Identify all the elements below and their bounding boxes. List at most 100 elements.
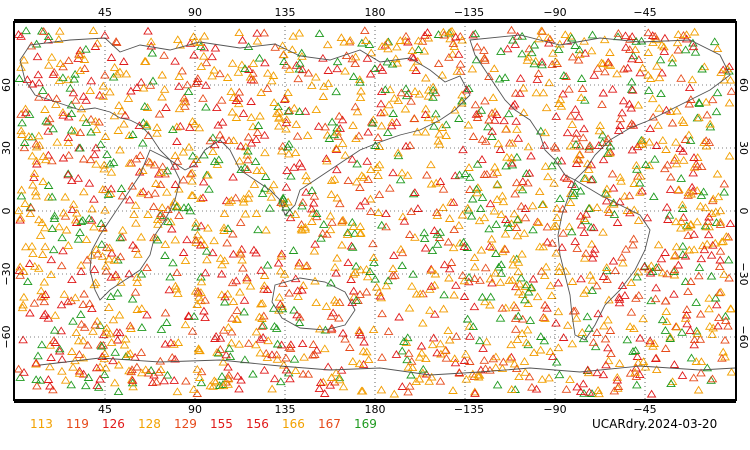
observation-marker: [423, 33, 434, 42]
observation-marker: [695, 309, 706, 318]
observation-marker: [179, 97, 189, 106]
observation-marker: [75, 128, 86, 137]
observation-marker: [132, 278, 143, 286]
observation-marker: [598, 272, 609, 280]
observation-marker: [334, 199, 345, 208]
observation-marker: [671, 217, 681, 226]
observation-marker: [469, 253, 480, 262]
observation-marker: [448, 197, 459, 206]
observation-marker: [605, 141, 616, 150]
observation-marker: [639, 262, 650, 271]
observation-marker: [38, 27, 49, 35]
observation-marker: [549, 222, 559, 231]
observation-marker: [37, 250, 48, 258]
observation-marker: [355, 222, 366, 230]
observation-marker: [382, 128, 393, 137]
observation-marker: [716, 237, 727, 246]
observation-marker: [207, 52, 217, 61]
observation-marker: [308, 340, 319, 348]
observation-marker: [245, 281, 256, 290]
observation-marker: [377, 65, 388, 74]
observation-marker: [435, 339, 446, 348]
observation-marker: [370, 141, 381, 149]
observation-marker: [54, 344, 65, 353]
observation-marker: [393, 148, 403, 157]
observation-marker: [443, 237, 454, 246]
observation-marker: [98, 91, 109, 100]
observation-marker: [651, 283, 661, 292]
observation-marker: [465, 172, 475, 181]
observation-marker: [88, 326, 98, 335]
observation-marker: [135, 188, 146, 197]
observation-marker: [497, 191, 508, 200]
observation-marker: [532, 292, 543, 301]
observation-marker: [207, 71, 217, 80]
left-lat-tick: 30: [0, 141, 13, 155]
observation-marker: [689, 27, 700, 36]
observation-marker: [106, 272, 117, 281]
observation-marker: [84, 214, 95, 223]
observation-marker: [485, 365, 495, 374]
observation-marker: [228, 249, 239, 258]
observation-marker: [707, 240, 718, 249]
observation-marker: [115, 145, 125, 154]
observation-marker: [633, 267, 644, 276]
observation-marker: [294, 28, 305, 37]
observation-marker: [604, 208, 615, 216]
observation-marker: [406, 356, 417, 365]
observation-marker: [33, 263, 44, 272]
observation-marker: [242, 165, 253, 173]
observation-marker: [573, 155, 584, 164]
observation-marker: [336, 33, 347, 42]
observation-marker: [136, 269, 147, 278]
observation-marker: [591, 281, 602, 290]
observation-marker: [635, 333, 645, 342]
observation-marker: [559, 172, 570, 181]
observation-marker: [274, 292, 285, 301]
observation-marker: [388, 264, 398, 273]
observation-marker: [651, 365, 662, 374]
observation-marker: [57, 366, 67, 375]
color-legend: 113 119 126 128 129 155 156 166 167 169: [30, 417, 390, 431]
observation-marker: [352, 107, 363, 116]
observation-marker: [558, 89, 568, 98]
observation-marker: [362, 53, 373, 62]
observation-marker: [234, 28, 245, 37]
observation-marker: [635, 68, 646, 77]
observation-marker: [198, 193, 208, 202]
observation-marker: [237, 255, 247, 264]
observation-marker: [604, 295, 614, 304]
observation-marker: [357, 38, 367, 47]
observation-marker: [355, 229, 365, 237]
observation-marker: [69, 126, 80, 135]
observation-marker: [707, 374, 718, 383]
observation-marker: [248, 122, 258, 131]
observation-marker: [108, 356, 118, 365]
observation-marker: [608, 256, 619, 265]
observation-marker: [612, 69, 622, 78]
observation-marker: [335, 124, 346, 132]
bottom-lon-tick: −90: [543, 403, 566, 416]
observation-marker: [19, 367, 29, 376]
observation-marker: [245, 72, 256, 81]
observation-marker: [553, 45, 564, 53]
observation-marker: [603, 315, 613, 324]
observation-marker: [359, 337, 369, 346]
observation-marker: [657, 315, 668, 324]
observation-marker: [157, 92, 167, 101]
observation-marker: [714, 262, 725, 271]
observation-marker: [334, 375, 345, 384]
observation-marker: [450, 358, 461, 367]
observation-marker: [136, 348, 147, 356]
observation-marker: [589, 70, 600, 79]
observation-marker: [157, 162, 168, 171]
observation-marker: [504, 109, 514, 118]
observation-marker: [396, 88, 407, 97]
observation-marker: [466, 211, 477, 220]
observation-marker: [551, 112, 562, 120]
observation-marker: [136, 304, 147, 312]
observation-marker: [491, 110, 502, 118]
observation-marker: [329, 130, 340, 139]
observation-marker: [292, 131, 303, 140]
observation-marker: [689, 162, 700, 171]
